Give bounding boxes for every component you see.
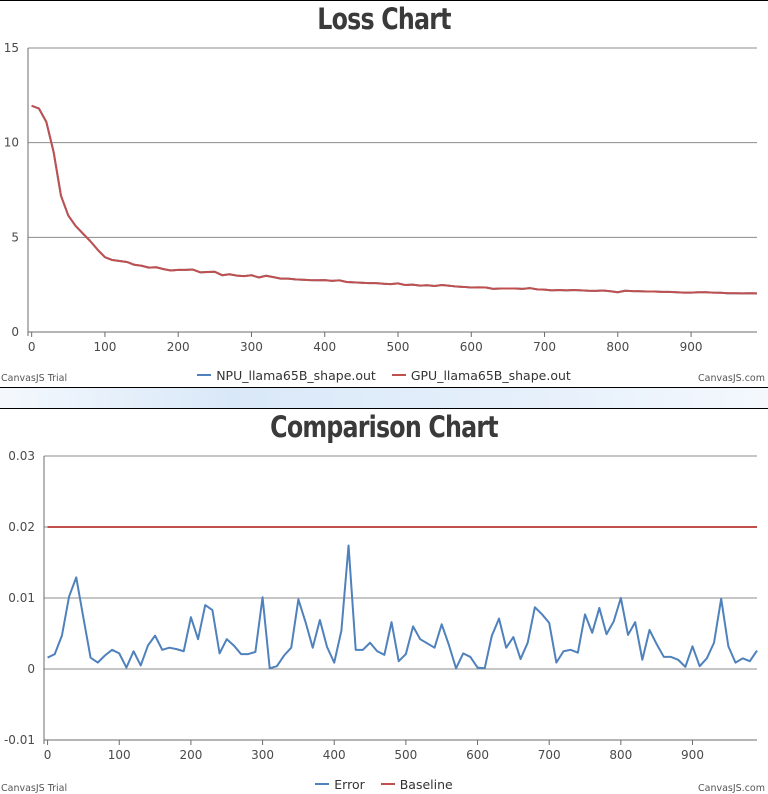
legend-label-gpu: GPU_llama65B_shape.out (410, 368, 571, 383)
x-tick-label: 500 (394, 748, 417, 762)
x-tick-label: 100 (108, 748, 131, 762)
credit-trial: CanvasJS Trial (1, 783, 68, 794)
x-tick-label: 900 (681, 748, 704, 762)
x-tick-label: 0 (44, 748, 52, 762)
chart-title: Loss Chart (317, 2, 451, 36)
x-tick-label: 500 (387, 340, 410, 354)
y-tick-label: 0.02 (8, 520, 35, 534)
legend-swatch-npu (197, 373, 212, 376)
legend-label-npu: NPU_llama65B_shape.out (216, 368, 376, 383)
credit-trial: CanvasJS Trial (1, 373, 68, 384)
x-tick-label: 200 (179, 748, 202, 762)
loss-chart-panel: Loss Chart 0 5 10 15 0 100 200 300 400 500 600 700 8… (0, 0, 768, 388)
legend: NPU_llama65B_shape.out GPU_llama65B_shap… (0, 368, 768, 383)
y-tick-label: 0 (27, 662, 35, 676)
credit-link[interactable]: CanvasJS.com (697, 783, 765, 794)
x-tick-label: 800 (606, 340, 629, 354)
x-tick-label: 400 (313, 340, 336, 354)
legend-swatch-error (315, 782, 330, 785)
series-line-gpu-llama65b-shape-out[interactable] (31, 104, 758, 295)
legend-item-error[interactable]: Error (315, 777, 365, 792)
y-tick-label: 0.03 (8, 449, 35, 463)
y-tick-label: -0.01 (4, 733, 35, 747)
legend-label-baseline: Baseline (399, 777, 453, 792)
legend-item-gpu[interactable]: GPU_llama65B_shape.out (391, 368, 571, 383)
x-tick-label: 700 (533, 340, 556, 354)
x-tick-label: 600 (466, 748, 489, 762)
legend-swatch-baseline (380, 782, 395, 785)
legend-item-baseline[interactable]: Baseline (380, 777, 453, 792)
x-tick-label: 900 (680, 340, 703, 354)
legend-item-npu[interactable]: NPU_llama65B_shape.out (197, 368, 376, 383)
x-tick-label: 600 (460, 340, 483, 354)
x-tick-label: 300 (240, 340, 263, 354)
y-tick-label: 10 (4, 136, 19, 150)
series-line-error[interactable] (47, 544, 758, 670)
loss-chart-svg: 0 5 10 15 0 100 200 300 400 500 600 700 800 900 (4, 41, 758, 354)
y-tick-label: 0.01 (8, 591, 35, 605)
credit-link[interactable]: CanvasJS.com (697, 373, 765, 384)
separator (0, 388, 768, 408)
y-tick-label: 15 (4, 41, 19, 55)
comparison-chart-svg: -0.01 0 0.01 0.02 0.03 0 100 200 300 400 500 600 700… (4, 449, 758, 762)
x-tick-label: 100 (93, 340, 116, 354)
comparison-chart-panel: Comparison Chart -0.01 0 0.01 0.02 0.03 0 100 2… (0, 408, 768, 794)
legend: Error Baseline (0, 777, 768, 792)
x-tick-label: 0 (28, 340, 36, 354)
legend-swatch-gpu (391, 373, 406, 376)
x-tick-label: 800 (609, 748, 632, 762)
x-tick-label: 200 (167, 340, 190, 354)
y-tick-label: 0 (11, 325, 19, 339)
x-tick-label: 700 (538, 748, 561, 762)
chart-title: Comparison Chart (270, 410, 498, 444)
legend-label-error: Error (334, 777, 365, 792)
x-tick-label: 300 (251, 748, 274, 762)
x-tick-label: 400 (323, 748, 346, 762)
y-tick-label: 5 (11, 230, 19, 244)
